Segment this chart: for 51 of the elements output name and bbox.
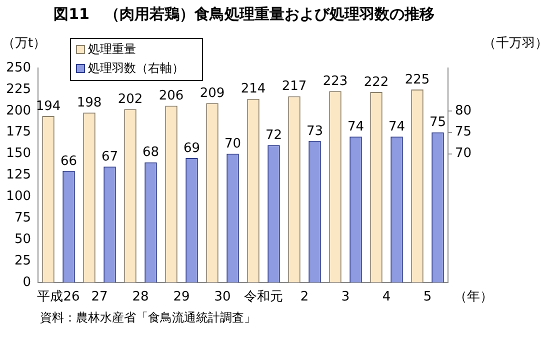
y-tick-label: 200 — [6, 103, 31, 118]
y2-axis-title: （千万羽） — [483, 36, 548, 51]
data-label: 73 — [306, 124, 324, 139]
y-tick-label: 225 — [6, 82, 31, 97]
data-label: 225 — [404, 72, 430, 88]
x-tick-label: 令和元 — [244, 290, 283, 305]
data-label: 209 — [200, 86, 225, 102]
data-label: 222 — [364, 74, 389, 90]
data-label: 74 — [347, 119, 364, 134]
x-tick-label: 29 — [173, 290, 190, 305]
y-tick-label: 0 — [22, 274, 31, 290]
legend-label: 処理羽数（右軸） — [88, 61, 184, 76]
data-label: 194 — [36, 98, 61, 114]
x-tick-label: 2 — [300, 290, 309, 305]
data-label: 223 — [322, 74, 348, 90]
data-label: 69 — [183, 140, 200, 156]
data-label: 202 — [118, 92, 143, 108]
data-label: 67 — [101, 150, 118, 164]
y-tick-label: 75 — [14, 210, 31, 226]
y-axis-title: （万t） — [2, 36, 46, 51]
x-tick-label: 4 — [382, 290, 391, 305]
y-tick-label: 125 — [6, 168, 31, 183]
y-tick-label: 50 — [14, 232, 31, 247]
x-tick-label: 5 — [423, 290, 432, 305]
y-tick-label: 150 — [6, 146, 31, 162]
data-label: 217 — [282, 79, 307, 94]
y2-tick-label: 80 — [455, 103, 472, 118]
data-label: 75 — [429, 115, 446, 130]
y-tick-label: 25 — [14, 253, 31, 268]
x-tick-label: 27 — [91, 290, 108, 305]
y2-tick-label: 75 — [455, 124, 472, 140]
data-label: 214 — [240, 82, 266, 97]
x-tick-label: 28 — [132, 290, 149, 305]
x-axis-title: （年） — [454, 289, 493, 304]
y2-tick-label: 70 — [455, 146, 472, 162]
data-label: 206 — [158, 88, 184, 104]
data-label: 74 — [388, 119, 406, 134]
text: 資料：農林水産省「食鳥流通統計調査」 — [40, 310, 256, 325]
data-label: 66 — [60, 154, 78, 169]
y-tick-label: 250 — [6, 60, 31, 76]
data-label: 198 — [76, 95, 102, 110]
data-label: 72 — [265, 128, 282, 144]
legend-label: 処理重量 — [88, 42, 136, 56]
x-tick-label: 30 — [214, 290, 231, 305]
chart-title: 図11 （肉用若鶏）食鳥処理重量および処理羽数の推移 — [54, 4, 434, 23]
y-tick-label: 175 — [6, 124, 31, 140]
data-label: 70 — [224, 136, 242, 152]
y-tick-label: 100 — [6, 189, 31, 204]
x-tick-label: 平成26 — [37, 290, 80, 305]
x-tick-label: 3 — [341, 290, 350, 305]
data-label: 68 — [142, 145, 160, 160]
